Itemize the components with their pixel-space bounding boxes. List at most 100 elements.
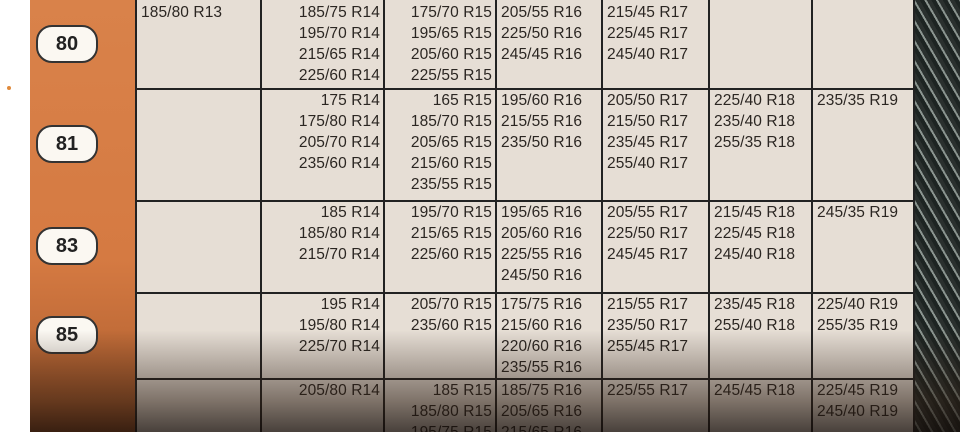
tire-size: 235/35 R19 (817, 92, 899, 109)
tire-size: 205/65 R16 (501, 403, 583, 420)
tire-size: 165 R15 (432, 92, 492, 109)
tire-size: 215/60 R16 (501, 317, 583, 334)
tire-size: 175/70 R15 (410, 4, 492, 21)
tire-size: 185/75 R16 (501, 382, 583, 399)
tire-size: 245/50 R16 (501, 267, 583, 284)
size-cell-R17: 215/45 R17 225/45 R17 245/40 R17 (603, 0, 710, 88)
size-cell-R17: 215/55 R17 235/50 R17 255/45 R17 (603, 292, 710, 378)
tire-size: 245/40 R18 (714, 246, 796, 263)
size-cell-R15: 195/70 R15 215/65 R15 225/60 R15 (385, 200, 497, 292)
tire-size: 195 R14 (320, 296, 380, 313)
tire-size: 205/70 R14 (298, 134, 380, 151)
size-cell-R16: 195/60 R16 215/55 R16 235/50 R16 (497, 88, 603, 200)
tire-size: 215/50 R17 (607, 113, 689, 130)
tire-size: 185 R14 (320, 204, 380, 221)
tire-size: 235/60 R15 (410, 317, 492, 334)
size-cell-R14: 205/80 R14 (262, 378, 385, 432)
tire-size: 195/60 R16 (501, 92, 583, 109)
tire-size: 225/45 R17 (607, 25, 689, 42)
load-index-column: 80 81 83 85 (30, 0, 135, 432)
textured-background (915, 0, 960, 432)
tire-size-table: 185/80 R13 185/75 R14 195/70 R14 215/65 R14… (135, 0, 915, 432)
tire-size: 245/35 R19 (817, 204, 899, 221)
tire-size: 185/80 R14 (298, 225, 380, 242)
table-row: 185/80 R13 185/75 R14 195/70 R14 215/65 R14… (135, 0, 915, 90)
load-index-badge: 81 (36, 125, 98, 163)
tire-size: 215/70 R14 (298, 246, 380, 263)
size-cell-R19: 225/45 R19 245/40 R19 (813, 378, 915, 432)
tire-size: 205/55 R17 (607, 204, 689, 221)
tire-size: 205/60 R15 (410, 46, 492, 63)
tire-size: 255/40 R18 (714, 317, 796, 334)
size-cell-R17: 225/55 R17 (603, 378, 710, 432)
table-row: 185 R14 185/80 R14 215/70 R14 195/70 R15 215… (135, 200, 915, 294)
tire-size: 225/70 R14 (298, 338, 380, 355)
tire-size: 185 R15 (432, 382, 492, 399)
load-index-badge: 83 (36, 227, 98, 265)
size-cell-R19 (813, 0, 915, 88)
tire-size: 235/40 R18 (714, 113, 796, 130)
tire-size: 245/40 R17 (607, 46, 689, 63)
tire-size: 245/45 R17 (607, 246, 689, 263)
tire-size: 205/50 R17 (607, 92, 689, 109)
size-cell-R19: 235/35 R19 (813, 88, 915, 200)
size-cell-R14: 195 R14 195/80 R14 225/70 R14 (262, 292, 385, 378)
tire-size: 225/60 R14 (298, 67, 380, 84)
tire-size: 185/80 R13 (141, 4, 223, 21)
tire-size: 215/65 R14 (298, 46, 380, 63)
tire-size: 225/60 R15 (410, 246, 492, 263)
size-cell-R16: 195/65 R16 205/60 R16 225/55 R16 245/50 R16 (497, 200, 603, 292)
tire-size: 225/45 R18 (714, 225, 796, 242)
orange-dot (7, 86, 11, 90)
tire-size: 225/50 R16 (501, 25, 583, 42)
tire-size: 195/70 R14 (298, 25, 380, 42)
size-cell-R13 (135, 292, 262, 378)
tire-size: 175 R14 (320, 92, 380, 109)
size-cell-R14: 185 R14 185/80 R14 215/70 R14 (262, 200, 385, 292)
tire-size: 205/60 R16 (501, 225, 583, 242)
size-cell-R18: 215/45 R18 225/45 R18 245/40 R18 (710, 200, 813, 292)
tire-size: 215/65 R16 (501, 422, 598, 432)
tire-size: 175/75 R16 (501, 296, 583, 313)
tire-size: 205/55 R16 (501, 4, 583, 21)
tire-size: 225/40 R18 (714, 92, 796, 109)
tire-size: 245/45 R18 (714, 382, 796, 399)
size-cell-R16: 185/75 R16 205/65 R16 215/65 R16 (497, 378, 603, 432)
size-cell-R16: 205/55 R16 225/50 R16 245/45 R16 (497, 0, 603, 88)
tire-size: 195/65 R15 (410, 25, 492, 42)
tire-size: 220/60 R16 (501, 338, 583, 355)
tire-size: 235/60 R14 (298, 155, 380, 172)
tire-size: 205/80 R14 (298, 382, 380, 399)
size-cell-R14: 185/75 R14 195/70 R14 215/65 R14 225/60 R14 (262, 0, 385, 88)
size-cell-R13 (135, 378, 262, 432)
size-cell-R13 (135, 88, 262, 200)
tire-size: 185/75 R14 (298, 4, 380, 21)
tire-size: 195/65 R16 (501, 204, 583, 221)
tire-size: 225/55 R16 (501, 246, 583, 263)
size-cell-R16: 175/75 R16 215/60 R16 220/60 R16 235/55 R16 (497, 292, 603, 378)
size-cell-R19: 225/40 R19 255/35 R19 (813, 292, 915, 378)
tire-size: 185/70 R15 (410, 113, 492, 130)
size-cell-R19: 245/35 R19 (813, 200, 915, 292)
size-cell-R18: 235/45 R18 255/40 R18 (710, 292, 813, 378)
tire-size: 255/45 R17 (607, 338, 689, 355)
table-row: 175 R14 175/80 R14 205/70 R14 235/60 R14 165… (135, 88, 915, 202)
tire-size: 245/45 R16 (501, 46, 583, 63)
tire-size: 225/50 R17 (607, 225, 689, 242)
tire-size: 205/65 R15 (410, 134, 492, 151)
tire-size: 235/45 R17 (607, 134, 689, 151)
tire-size: 215/55 R17 (607, 296, 689, 313)
load-index-badge: 85 (36, 316, 98, 354)
tire-size: 245/40 R19 (817, 403, 899, 420)
tire-size: 255/35 R19 (817, 317, 899, 334)
tire-size: 225/40 R19 (817, 296, 899, 313)
tire-size: 225/45 R19 (817, 382, 899, 399)
size-cell-R18: 225/40 R18 235/40 R18 255/35 R18 (710, 88, 813, 200)
tire-size: 185/80 R15 (410, 403, 492, 420)
size-cell-R13: 185/80 R13 (135, 0, 262, 88)
tire-size: 235/50 R16 (501, 134, 583, 151)
size-cell-R15: 165 R15 185/70 R15 205/65 R15 215/60 R15 235… (385, 88, 497, 200)
size-cell-R15: 185 R15 185/80 R15 195/75 R15 (385, 378, 497, 432)
size-cell-R17: 205/50 R17 215/50 R17 235/45 R17 255/40 R17 (603, 88, 710, 200)
size-cell-R14: 175 R14 175/80 R14 205/70 R14 235/60 R14 (262, 88, 385, 200)
